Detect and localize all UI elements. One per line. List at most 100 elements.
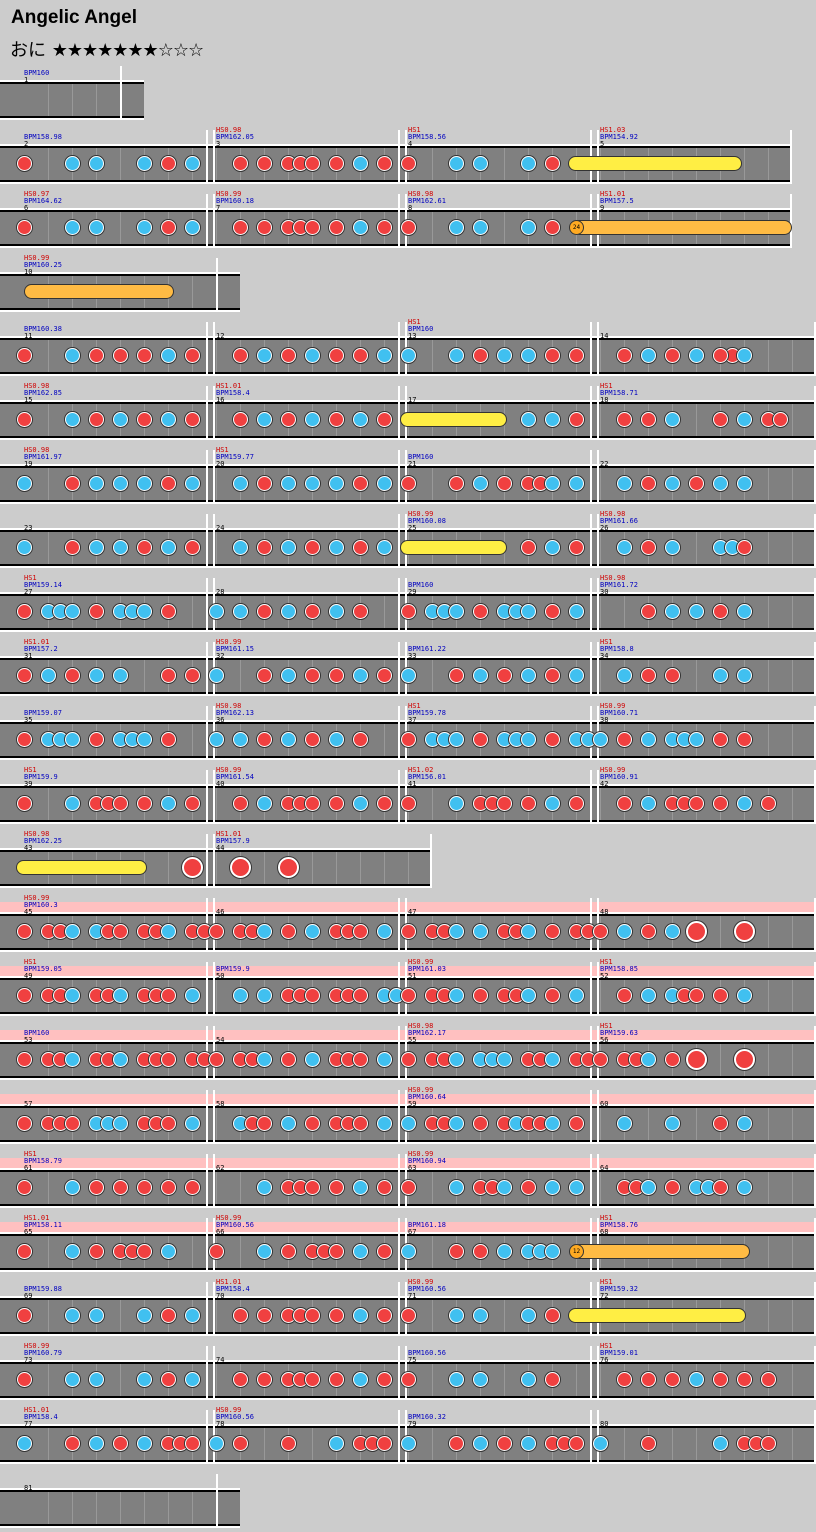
beat-line: [792, 1428, 793, 1460]
ka-note: [64, 1244, 80, 1259]
measure-number: 66: [216, 1228, 225, 1236]
scroll-speed-label: HS0.99: [216, 190, 242, 198]
measure-line: [213, 962, 215, 1014]
don-note: [400, 732, 416, 747]
lane-edge: [0, 658, 816, 660]
ka-note: [688, 1372, 704, 1387]
measure-line: [590, 578, 592, 630]
beat-line: [432, 1172, 433, 1204]
measure-line: [597, 1154, 599, 1206]
don-note: [256, 1372, 272, 1387]
ka-note: [664, 924, 680, 939]
beat-line: [504, 148, 505, 180]
measure-info: BPM160.32 79: [408, 1414, 446, 1428]
don-note: [256, 1308, 272, 1323]
ka-note: [376, 1116, 392, 1131]
beat-line: [432, 148, 433, 180]
lane-edge: [0, 436, 816, 438]
measure-line: [590, 1090, 592, 1142]
ka-note: [688, 348, 704, 363]
beat-line: [792, 788, 793, 820]
note-lane: HS0.98 BPM162.85 15 HS1.01 BPM158.4 16 17 HS1 BP…: [0, 383, 816, 440]
don-note: [640, 668, 656, 683]
measure-info: 12: [216, 333, 224, 340]
beat-line: [696, 660, 697, 692]
don-note: [472, 604, 488, 619]
don-note: [496, 1436, 512, 1451]
ka-note: [64, 924, 80, 939]
don-note: [472, 1244, 488, 1259]
ka-note: [496, 1180, 512, 1195]
measure-number: 5: [600, 140, 605, 148]
don-note: [280, 1244, 296, 1259]
lane-border: [0, 886, 432, 888]
don-note: [136, 540, 152, 555]
scroll-speed-label: HS0.98: [216, 702, 242, 710]
scroll-speed-label: HS0.99: [216, 766, 242, 774]
ka-note: [568, 988, 584, 1003]
note-lane: BPM160.38 11 12 HS1 BPM160 13 14: [0, 319, 816, 376]
don-note: [736, 540, 752, 555]
big-don-note: [685, 921, 707, 942]
beat-line: [216, 468, 217, 500]
lane-edge: [0, 500, 816, 502]
lane-border: [0, 566, 816, 568]
don-note: [304, 540, 320, 555]
bpm-label: BPM157.5: [600, 197, 634, 205]
bpm-label: BPM160: [408, 581, 434, 589]
beat-line: [696, 532, 697, 564]
don-note: [160, 220, 176, 235]
measure-info: 46: [216, 909, 224, 916]
note-lane: HS0.99 BPM160.25 10: [0, 255, 240, 312]
ka-note: [136, 1308, 152, 1323]
big-don-note: [181, 857, 203, 878]
lane-border: [0, 592, 816, 594]
don-note: [160, 156, 176, 171]
measure-info: 58: [216, 1101, 224, 1108]
ka-note: [256, 1052, 272, 1067]
beat-line: [768, 660, 769, 692]
don-note: [592, 1052, 608, 1067]
ka-note: [232, 604, 248, 619]
don-note: [352, 924, 368, 939]
don-note: [400, 604, 416, 619]
don-note: [736, 732, 752, 747]
bpm-label: BPM160: [24, 1029, 50, 1037]
scroll-speed-label: HS1: [600, 958, 613, 966]
measure-info: BPM159.07 35: [24, 710, 62, 724]
beat-line: [240, 660, 241, 692]
beat-line: [600, 596, 601, 628]
measure-line: [814, 450, 816, 502]
don-note: [16, 1308, 32, 1323]
lane-border: [0, 1526, 240, 1528]
don-note: [376, 1308, 392, 1323]
measure-line: [814, 386, 816, 438]
don-note: [712, 1372, 728, 1387]
measure-line: [213, 1090, 215, 1142]
measure-line: [206, 834, 208, 886]
scroll-speed-label: HS0.98: [24, 830, 50, 838]
ka-note: [616, 476, 632, 491]
don-note: [520, 540, 536, 555]
beat-line: [48, 148, 49, 180]
ka-note: [520, 220, 536, 235]
note-lane: HS0.98 BPM161.97 19 HS1 BPM159.77 20 BPM160 21 2…: [0, 447, 816, 504]
lane-border: [0, 400, 816, 402]
ka-note: [376, 540, 392, 555]
don-note: [136, 1244, 152, 1259]
measure-number: 13: [408, 332, 417, 340]
ka-note: [448, 988, 464, 1003]
ka-note: [736, 476, 752, 491]
measure-number: 22: [600, 460, 609, 468]
beat-line: [744, 148, 745, 180]
measure-info: 17: [408, 397, 416, 404]
don-note: [640, 924, 656, 939]
measure-number: 68: [600, 1228, 609, 1236]
measure-info: HS0.98 BPM161.66 26: [600, 511, 638, 532]
beat-line: [504, 1364, 505, 1396]
ka-note: [352, 412, 368, 427]
measure-info: 57: [24, 1101, 32, 1108]
lane-edge: [0, 564, 816, 566]
measure-number: 77: [24, 1420, 33, 1428]
measure-info: HS1 BPM159.14 27: [24, 575, 62, 596]
